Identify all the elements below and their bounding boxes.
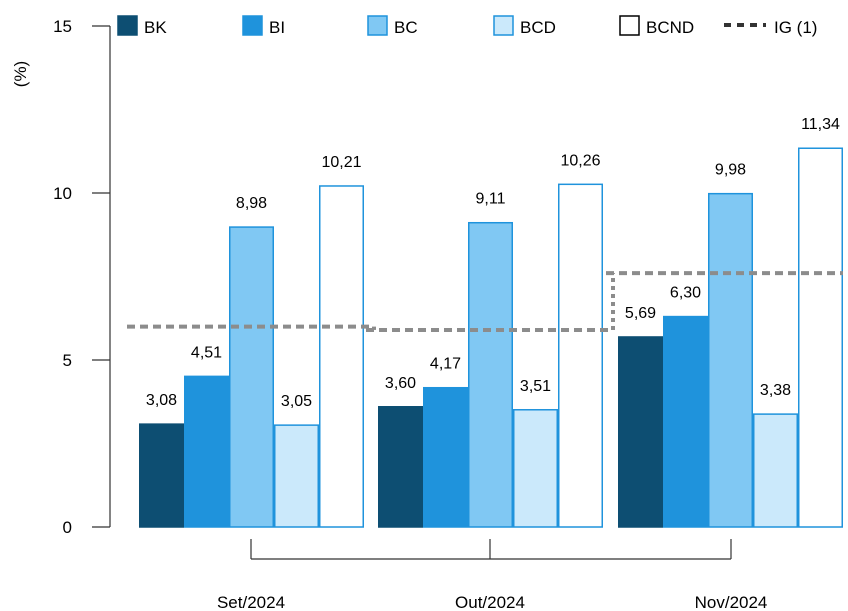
bar bbox=[139, 423, 184, 528]
bar bbox=[378, 406, 423, 528]
category-label: Nov/2024 bbox=[695, 593, 768, 611]
legend-swatch bbox=[117, 15, 138, 36]
data-label: 9,98 bbox=[715, 162, 746, 179]
legend-label: BC bbox=[394, 18, 418, 37]
y-axis-label: (%) bbox=[11, 61, 30, 87]
legend-swatch bbox=[242, 15, 263, 36]
legend-label: BI bbox=[269, 18, 285, 37]
y-tick-label: 15 bbox=[53, 17, 72, 36]
legend-swatch bbox=[367, 15, 388, 36]
category-axis: Set/2024 Out/2024 Nov/2024 bbox=[217, 539, 767, 611]
legend-swatch bbox=[493, 15, 514, 36]
data-label: 9,11 bbox=[476, 191, 506, 208]
y-tick-label: 10 bbox=[53, 184, 72, 203]
data-label: 5,69 bbox=[625, 305, 656, 322]
data-label: 11,34 bbox=[801, 116, 840, 133]
bar bbox=[513, 409, 558, 528]
legend-swatch bbox=[619, 15, 640, 36]
bar bbox=[274, 424, 319, 528]
bars: 3,08 4,51 8,98 3,05 10,21 3,60 4,17 9,11 3,51 10,… bbox=[139, 116, 843, 528]
y-tick-label: 5 bbox=[63, 351, 72, 370]
bar bbox=[319, 185, 364, 528]
data-label: 3,05 bbox=[281, 393, 312, 410]
bar bbox=[558, 183, 603, 528]
bar bbox=[708, 192, 753, 528]
bar bbox=[618, 336, 663, 528]
legend: BK BI BC BCD BCND IG (1) bbox=[117, 15, 817, 37]
data-label: 8,98 bbox=[236, 195, 267, 212]
data-label: 4,17 bbox=[430, 356, 461, 373]
data-label: 10,26 bbox=[560, 152, 600, 169]
bar bbox=[423, 386, 468, 528]
bar bbox=[798, 147, 843, 528]
data-label: 3,51 bbox=[520, 378, 551, 395]
data-label: 3,08 bbox=[146, 392, 177, 409]
legend-label: BCND bbox=[646, 18, 694, 37]
category-label: Set/2024 bbox=[217, 593, 285, 611]
y-axis: 0 5 10 15 bbox=[53, 17, 111, 537]
bar bbox=[753, 413, 798, 528]
data-label: 3,60 bbox=[385, 375, 416, 392]
data-label: 10,21 bbox=[321, 154, 361, 171]
data-label: 6,30 bbox=[670, 285, 701, 302]
legend-label: BK bbox=[144, 18, 167, 37]
y-tick-label: 0 bbox=[63, 518, 72, 537]
data-label: 3,38 bbox=[760, 382, 791, 399]
legend-label: IG (1) bbox=[774, 18, 817, 37]
category-label: Out/2024 bbox=[455, 593, 525, 611]
bar bbox=[663, 315, 708, 528]
bar bbox=[468, 221, 513, 528]
bar bbox=[184, 375, 229, 528]
legend-label: BCD bbox=[520, 18, 556, 37]
reference-line bbox=[127, 271, 843, 332]
data-label: 4,51 bbox=[191, 344, 222, 361]
bar bbox=[229, 226, 274, 528]
